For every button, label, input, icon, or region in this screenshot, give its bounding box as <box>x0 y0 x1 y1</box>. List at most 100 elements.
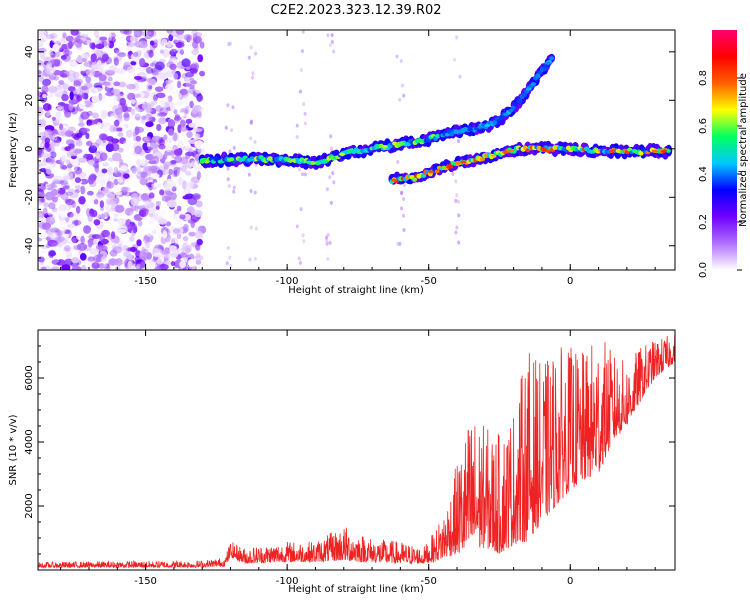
noise-speckle <box>177 176 183 186</box>
noise-speckle <box>90 53 97 63</box>
noise-speckle <box>199 41 205 49</box>
noise-speckle <box>40 118 47 127</box>
spectrogram-y-label: Frequency (Hz) <box>8 112 19 188</box>
noise-streak <box>232 145 236 150</box>
noise-speckle <box>82 128 91 133</box>
noise-speckle <box>179 214 186 220</box>
track-hotspot <box>502 112 509 116</box>
noise-speckle <box>81 216 88 226</box>
noise-speckle <box>91 62 97 72</box>
noise-speckle <box>46 62 53 69</box>
noise-streak <box>226 177 230 182</box>
snr-panel: -150 -100 -50 0 2000 4000 6000 Height of stra… <box>8 329 676 595</box>
colorbar-tick-label: 0.4 <box>698 166 709 182</box>
noise-speckle <box>183 145 193 151</box>
noise-speckle <box>151 135 162 142</box>
noise-speckle <box>117 52 127 58</box>
noise-speckle <box>41 85 49 94</box>
noise-speckle <box>170 57 178 65</box>
noise-speckle <box>41 152 52 158</box>
noise-speckle <box>116 222 122 228</box>
noise-speckle <box>87 119 96 126</box>
noise-speckle <box>179 260 187 269</box>
noise-speckle <box>117 177 124 183</box>
noise-speckle <box>119 97 127 106</box>
noise-speckle <box>195 252 201 258</box>
noise-speckle <box>63 184 71 190</box>
noise-speckle <box>49 227 60 233</box>
noise-speckle <box>148 192 155 199</box>
noise-speckle <box>39 51 46 60</box>
noise-speckle <box>134 145 143 155</box>
noise-speckle <box>85 140 93 147</box>
noise-speckle <box>101 168 108 174</box>
noise-speckle <box>113 47 120 54</box>
noise-speckle <box>145 231 154 237</box>
snr-x-axis: -150 -100 -50 0 <box>60 330 656 587</box>
noise-speckle <box>45 34 55 40</box>
noise-speckle <box>80 111 90 120</box>
noise-speckle <box>154 248 163 254</box>
noise-speckle <box>139 209 147 218</box>
noise-streak <box>396 160 400 165</box>
noise-speckle <box>163 164 169 170</box>
noise-speckle <box>79 37 87 42</box>
noise-speckle <box>183 188 191 195</box>
noise-speckle <box>86 208 91 217</box>
noise-speckle <box>183 223 189 233</box>
noise-speckle <box>195 153 200 163</box>
noise-speckle <box>53 210 62 215</box>
noise-streak <box>455 35 459 40</box>
noise-speckle <box>116 127 124 132</box>
noise-speckle <box>113 236 120 244</box>
noise-speckle <box>113 213 119 220</box>
track-hotspot <box>608 149 615 153</box>
noise-speckle <box>109 124 116 133</box>
noise-streak <box>248 257 252 262</box>
noise-streak <box>402 197 406 202</box>
noise-streak <box>297 167 301 172</box>
colorbar-label: Normalized spectral amplitude <box>738 73 749 227</box>
noise-speckle <box>77 90 84 96</box>
noise-streak <box>332 49 336 54</box>
snr-x-label: Height of straight line (km) <box>288 584 424 595</box>
noise-speckle <box>123 113 130 122</box>
noise-speckle <box>170 160 176 166</box>
noise-speckle <box>170 104 176 112</box>
noise-speckle <box>171 186 177 192</box>
noise-speckle <box>173 149 182 156</box>
noise-speckle <box>38 250 47 255</box>
noise-speckle <box>60 128 70 137</box>
noise-streak <box>457 213 461 218</box>
noise-speckle <box>126 66 136 73</box>
noise-speckle <box>178 91 184 100</box>
noise-speckle <box>167 95 173 103</box>
noise-speckle <box>125 129 133 138</box>
noise-speckle <box>113 191 123 196</box>
noise-speckle <box>149 62 156 67</box>
noise-speckle <box>184 93 193 100</box>
noise-speckle <box>75 85 81 94</box>
noise-streak <box>298 89 302 94</box>
noise-speckle <box>118 158 124 165</box>
noise-speckle <box>194 128 203 133</box>
noise-speckle <box>90 142 100 149</box>
noise-speckle <box>55 159 63 164</box>
noise-speckle <box>185 105 190 114</box>
noise-speckle <box>65 250 73 260</box>
noise-streak <box>402 93 406 98</box>
noise-speckle <box>87 176 95 185</box>
noise-speckle <box>145 66 154 74</box>
noise-speckle <box>67 211 74 218</box>
noise-speckle <box>60 191 69 201</box>
noise-speckle <box>145 153 155 161</box>
noise-speckle <box>75 43 83 51</box>
noise-streak <box>299 207 303 212</box>
noise-speckle <box>183 34 193 41</box>
track-core-blob <box>535 73 541 79</box>
noise-speckle <box>112 55 123 62</box>
noise-speckle <box>153 182 158 187</box>
noise-speckle <box>76 30 81 37</box>
noise-speckle <box>130 108 136 116</box>
noise-speckle <box>85 68 95 78</box>
